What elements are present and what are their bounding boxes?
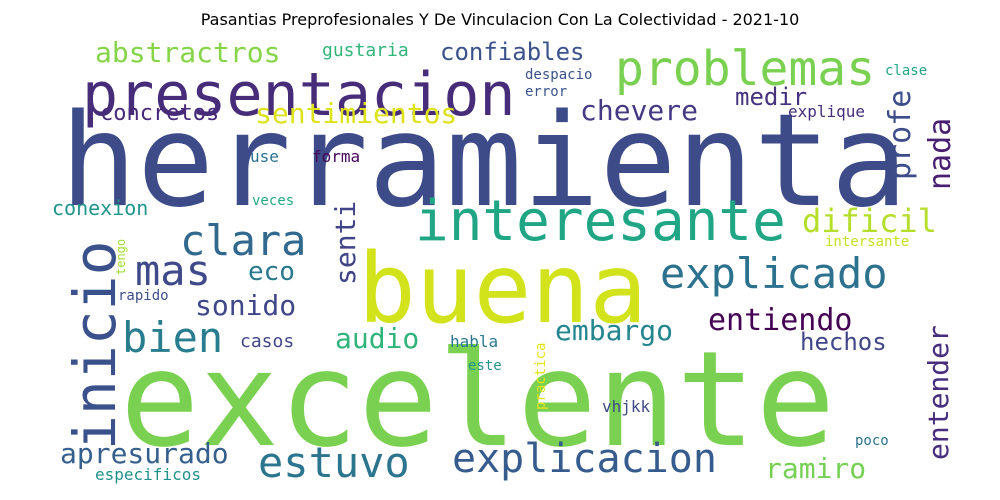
word-clara: clara [180,216,306,265]
word-entender: entender [922,325,955,460]
word-hechos: hechos [800,328,887,356]
word-habla: habla [450,332,498,351]
word-este: este [468,358,502,374]
word-estuvo: estuvo [258,438,410,487]
word-embargo: embargo [555,314,673,347]
word-bien: bien [122,313,223,362]
word-explique: explique [788,102,865,121]
word-forma: forma [312,147,360,166]
word-despacio: despacio [525,67,592,83]
word-sentimientos: sentimientos [255,97,457,130]
word-intersante: intersante [825,234,909,250]
word-rapido: rapido [118,288,169,304]
word-error: error [525,84,567,100]
word-explicacion: explicacion [452,436,717,482]
word-dificil: dificil [802,202,937,240]
word-entiendo: entiendo [708,303,853,338]
word-senti: senti [329,201,362,285]
word-medir: medir [735,83,807,111]
word-ramiro: ramiro [765,452,866,485]
word-audio: audio [335,322,419,355]
word-inicio: inicio [61,240,129,450]
word-explicado: explicado [660,249,888,298]
chart-title: Pasantias Preprofesionales Y De Vinculac… [200,10,800,29]
word-cloud: herramienta excelente buena presentacion int… [40,40,960,490]
word-practica: practica [533,343,549,410]
word-casos: casos [240,331,294,352]
word-especificos: especificos [95,465,201,484]
word-problemas: problemas [615,41,875,97]
word-sonido: sonido [195,289,296,322]
word-profe: profe [883,90,918,180]
word-buena: buena [358,233,647,345]
word-presentacion: presentacion [82,60,515,130]
word-abstractros: abstractros [95,40,280,69]
word-clase: clase [885,63,927,79]
word-conexion: conexion [52,196,148,220]
word-vhjkk: vhjkk [602,397,651,416]
word-poco: poco [855,433,889,449]
word-interesante: interesante [415,189,786,254]
word-herramienta: herramienta [60,87,908,236]
word-confiables: confiables [440,40,585,66]
word-tengo: tengo [114,239,128,275]
word-concretos: concretos [100,101,219,126]
word-mas: mas [135,246,211,295]
word-chevere: chevere [580,94,698,127]
word-gustaria: gustaria [322,40,409,61]
word-veces: veces [252,193,294,209]
word-eco: eco [248,257,295,287]
word-excelente: excelente [120,323,835,477]
word-use: use [250,147,279,166]
word-apresurado: apresurado [60,437,229,470]
word-nada: nada [923,118,958,190]
